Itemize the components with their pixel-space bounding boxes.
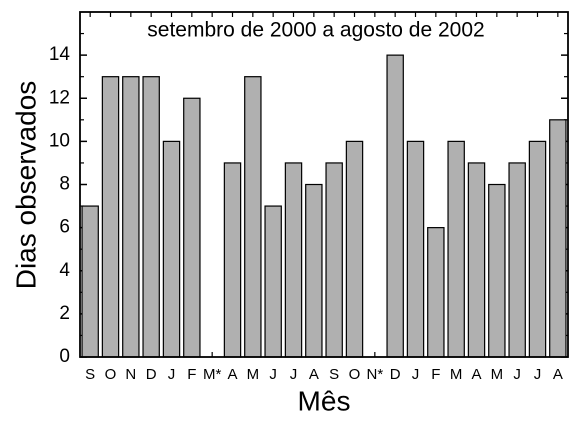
x-tick-label: D [390,366,401,383]
bar [264,205,282,358]
x-tick-label: S [329,366,339,383]
bar [101,76,120,358]
y-tick-label: 4 [59,260,70,281]
y-tick-label: 2 [59,303,70,324]
y-tick-label: 8 [59,174,70,195]
x-tick-label: J [412,366,420,383]
y-tick-label: 12 [49,87,70,108]
bar [305,183,323,358]
x-tick-label: F [431,366,440,383]
x-tick-label: J [269,366,277,383]
x-tick-label: A [553,366,563,383]
x-tick-label: J [290,366,298,383]
y-tick-label: 6 [59,217,70,238]
x-tick-label: M* [203,366,221,383]
bar [467,162,486,358]
x-tick-label: J [534,366,542,383]
plot-frame [79,11,569,358]
x-axis-label: Mês [298,385,351,416]
y-tick-label: 14 [49,44,71,65]
bar [284,162,303,358]
bar [508,162,526,358]
y-axis-label: Dias observados [10,81,41,290]
x-tick-label: M [450,366,463,383]
bar [223,162,242,358]
x-tick-label: M [247,366,260,383]
x-tick-label: A [471,366,481,383]
x-tick-label: D [146,366,157,383]
bar [162,140,181,358]
x-tick-label: A [309,366,319,383]
bar [183,97,201,358]
x-tick-label: N [125,366,136,383]
y-tick-label: 0 [59,346,70,367]
x-tick-label: O [105,366,117,383]
bar [345,140,364,358]
bar [528,140,547,358]
chart-title: setembro de 2000 a agosto de 2002 [147,19,484,42]
x-tick-label: M [491,366,504,383]
bar [447,140,465,358]
bar [406,140,425,358]
x-tick-label: A [227,366,237,383]
x-tick-label: F [187,366,196,383]
bar [549,119,567,358]
bar [427,227,445,358]
x-tick-label: J [168,366,176,383]
y-tick-label: 10 [49,130,70,151]
bar [386,54,404,358]
bar [142,76,160,358]
bar [122,76,140,358]
x-tick-label: S [85,366,95,383]
bar [81,205,99,358]
bar [488,183,506,358]
x-tick-label: J [513,366,521,383]
x-tick-label: O [349,366,361,383]
x-tick-label: N* [366,366,383,383]
bar [244,76,262,358]
bar [325,162,343,358]
